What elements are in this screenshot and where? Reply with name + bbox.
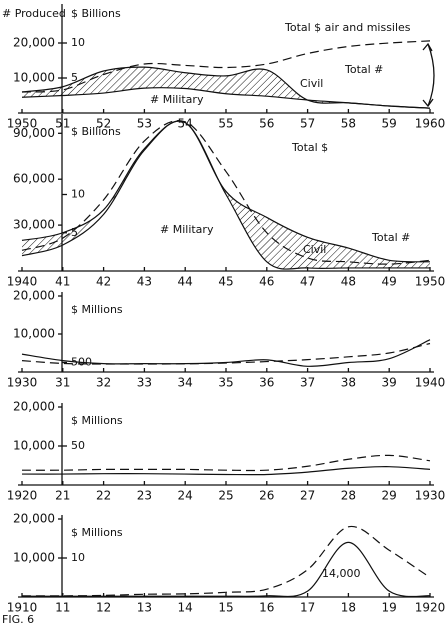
line (21, 87, 431, 109)
x-tick-label: 34 (178, 376, 193, 390)
x-tick-label: 27 (300, 489, 315, 503)
y2-axis-label: $ Millions (71, 414, 123, 427)
x-tick-label: 1950 (415, 275, 445, 289)
x-tick-label: 16 (259, 601, 274, 615)
double-arrow (422, 42, 435, 108)
x-tick-label: 56 (259, 117, 274, 131)
x-tick-label: 24 (178, 489, 193, 503)
x-tick-label: 28 (341, 489, 356, 503)
x-tick-label: 23 (137, 489, 152, 503)
line (21, 466, 431, 476)
x-tick-label: 45 (218, 275, 233, 289)
line (22, 541, 431, 598)
y2-axis-label: $ Billions (71, 125, 121, 138)
series-label: Total # (344, 63, 383, 76)
y2-axis-label: $ Millions (71, 526, 123, 539)
x-tick-label: 49 (382, 275, 397, 289)
y-tick-label: 10,000 (13, 327, 55, 341)
y-tick-label: 10,000 (13, 71, 55, 85)
y2-tick-label: 5 (71, 71, 78, 84)
x-tick-label: 1940 (415, 376, 445, 390)
x-tick-label: 47 (300, 275, 315, 289)
series-label: Total $ (291, 141, 328, 154)
x-tick-label: 41 (55, 275, 70, 289)
x-tick-label: 46 (259, 275, 274, 289)
y-tick-label: 20,000 (13, 36, 55, 50)
x-tick-label: 14 (178, 601, 193, 615)
x-tick-label: 44 (178, 275, 193, 289)
annotation: 14,000 (322, 567, 361, 580)
y2-tick-label: 10 (71, 36, 85, 49)
x-tick-label: 55 (218, 117, 233, 131)
line (21, 120, 431, 263)
y-tick-label: 30,000 (13, 218, 55, 232)
x-tick-label: 32 (96, 376, 111, 390)
x-tick-label: 43 (137, 275, 152, 289)
x-tick-label: 12 (96, 601, 111, 615)
y-tick-label: 60,000 (13, 172, 55, 186)
x-tick-label: 42 (96, 275, 111, 289)
x-tick-label: 48 (341, 275, 356, 289)
line (21, 120, 430, 270)
x-tick-label: 58 (341, 117, 356, 131)
x-tick-label: 19 (382, 601, 397, 615)
hatched-area (22, 67, 430, 109)
x-tick-label: 13 (137, 601, 152, 615)
x-tick-label: 1920 (7, 489, 38, 503)
y-tick-label: 20,000 (13, 512, 55, 526)
x-tick-label: 36 (259, 376, 274, 390)
x-tick-label: 51 (55, 117, 70, 131)
y2-axis-label: $ Millions (71, 303, 123, 316)
x-tick-label: 11 (55, 601, 70, 615)
annotation: Civil (303, 243, 326, 256)
line (21, 525, 431, 597)
x-tick-label: 17 (300, 601, 315, 615)
series-label: # Military (160, 223, 214, 236)
x-tick-label: 52 (96, 117, 111, 131)
y-tick-label: 10,000 (13, 439, 55, 453)
caption: FIG. 6 (2, 613, 34, 626)
x-tick-label: 59 (382, 117, 397, 131)
x-tick-label: 37 (300, 376, 315, 390)
y2-tick-label: 10 (71, 188, 85, 201)
x-tick-label: 53 (137, 117, 152, 131)
series-label: Total $ air and missiles (284, 21, 411, 34)
annotation: Civil (300, 77, 323, 90)
y-axis-label: # Produced (2, 7, 66, 20)
x-tick-label: 31 (55, 376, 70, 390)
line (21, 454, 431, 472)
series-label: Total # (371, 231, 410, 244)
x-tick-label: 38 (341, 376, 356, 390)
x-tick-label: 1930 (7, 376, 38, 390)
x-tick-label: 1910 (7, 601, 38, 615)
x-tick-label: 29 (382, 489, 397, 503)
y2-axis-label: $ Billions (71, 7, 121, 20)
x-tick-label: 21 (55, 489, 70, 503)
x-tick-label: 1930 (415, 489, 445, 503)
x-tick-label: 22 (96, 489, 111, 503)
line (21, 339, 431, 367)
x-tick-label: 15 (218, 601, 233, 615)
y-tick-label: 90,000 (13, 126, 55, 140)
x-tick-label: 1960 (415, 117, 445, 131)
y2-tick-label: 10 (71, 551, 85, 564)
x-tick-label: 1940 (7, 275, 38, 289)
x-tick-label: 25 (218, 489, 233, 503)
y-tick-label: 20,000 (13, 289, 55, 303)
x-tick-label: 39 (382, 376, 397, 390)
x-tick-label: 57 (300, 117, 315, 131)
x-tick-label: 1950 (7, 117, 38, 131)
x-tick-label: 35 (218, 376, 233, 390)
x-tick-label: 26 (259, 489, 274, 503)
x-tick-label: 18 (341, 601, 356, 615)
x-tick-label: 1920 (415, 601, 445, 615)
x-tick-label: 33 (137, 376, 152, 390)
y-tick-label: 10,000 (13, 551, 55, 565)
x-tick-label: 54 (178, 117, 193, 131)
series-label: # Military (150, 93, 204, 106)
y2-tick-label: 50 (71, 439, 85, 452)
y-tick-label: 20,000 (13, 400, 55, 414)
